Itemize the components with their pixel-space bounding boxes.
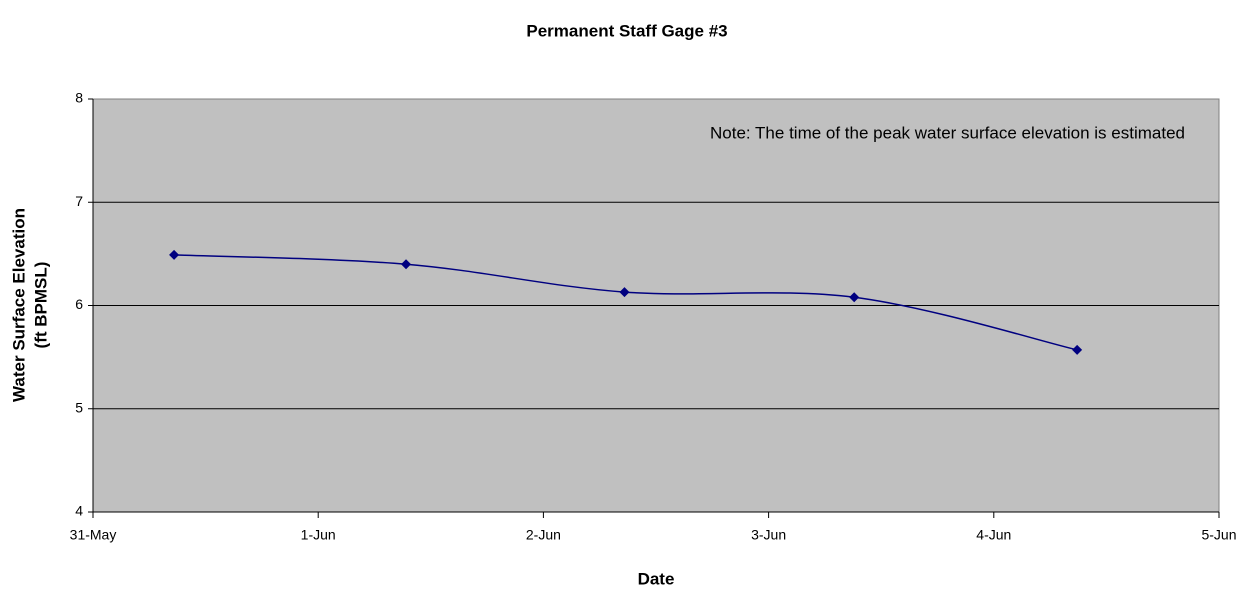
x-tick-label: 31-May: [70, 527, 117, 543]
data-marker: [849, 292, 860, 303]
data-marker: [169, 249, 180, 260]
x-tick-label: 5-Jun: [1201, 527, 1236, 543]
x-axis-label: Date: [638, 569, 675, 588]
y-tick-label: 5: [75, 399, 83, 415]
data-marker: [1072, 344, 1083, 355]
x-tick-label: 3-Jun: [751, 527, 786, 543]
data-marker: [401, 259, 412, 270]
y-axis-label: Water Surface Elevation: [9, 208, 28, 402]
x-tick-label: 4-Jun: [976, 527, 1011, 543]
y-tick-label: 6: [75, 296, 83, 312]
annotation: Note: The time of the peak water surface…: [710, 123, 1185, 142]
x-tick-label: 1-Jun: [301, 527, 336, 543]
y-tick-label: 7: [75, 193, 83, 209]
y-axis-label: (ft BPMSL): [31, 262, 50, 349]
x-tick-label: 2-Jun: [526, 527, 561, 543]
chart-title: Permanent Staff Gage #3: [526, 21, 727, 40]
y-tick-label: 8: [75, 90, 83, 106]
data-marker: [619, 287, 630, 298]
y-tick-label: 4: [75, 503, 83, 519]
